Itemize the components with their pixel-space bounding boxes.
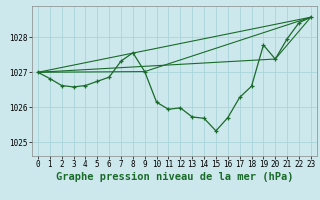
X-axis label: Graphe pression niveau de la mer (hPa): Graphe pression niveau de la mer (hPa) [56,172,293,182]
